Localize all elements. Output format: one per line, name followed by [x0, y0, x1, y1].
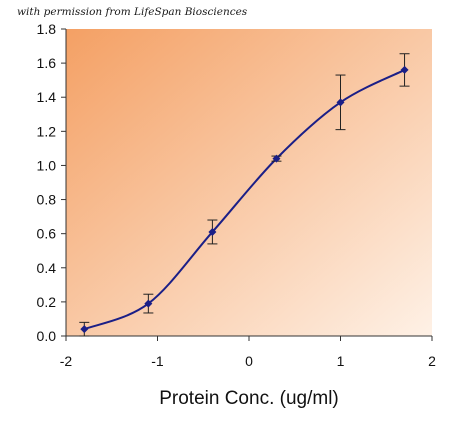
y-tick-label: 1.8: [37, 21, 57, 37]
y-tick-label: 1.6: [37, 55, 57, 71]
x-tick-label: 2: [428, 353, 436, 369]
data-point: [336, 98, 345, 107]
credit-text: with permission from LifeSpan Bioscience…: [17, 6, 248, 18]
x-tick-label: -2: [60, 353, 73, 369]
data-point: [400, 65, 409, 74]
y-tick-label: 0.0: [37, 328, 57, 344]
data-point: [144, 299, 153, 308]
x-tick-label: 0: [245, 353, 253, 369]
data-point: [272, 154, 281, 163]
y-tick-label: 0.8: [37, 192, 57, 208]
y-tick-label: 1.0: [37, 157, 57, 173]
y-tick-label: 0.6: [37, 226, 57, 242]
y-tick-label: 0.4: [37, 260, 57, 276]
y-tick-label: 0.2: [37, 294, 57, 310]
plot-area: [66, 29, 432, 336]
data-point: [80, 325, 89, 334]
series-line: [83, 69, 406, 331]
data-point: [208, 227, 217, 236]
x-axis-title: Protein Conc. (ug/ml): [159, 388, 339, 409]
x-tick-label: 1: [337, 353, 345, 369]
y-tick-label: 1.4: [37, 89, 57, 105]
x-tick-label: -1: [151, 353, 164, 369]
y-tick-label: 1.2: [37, 123, 57, 139]
